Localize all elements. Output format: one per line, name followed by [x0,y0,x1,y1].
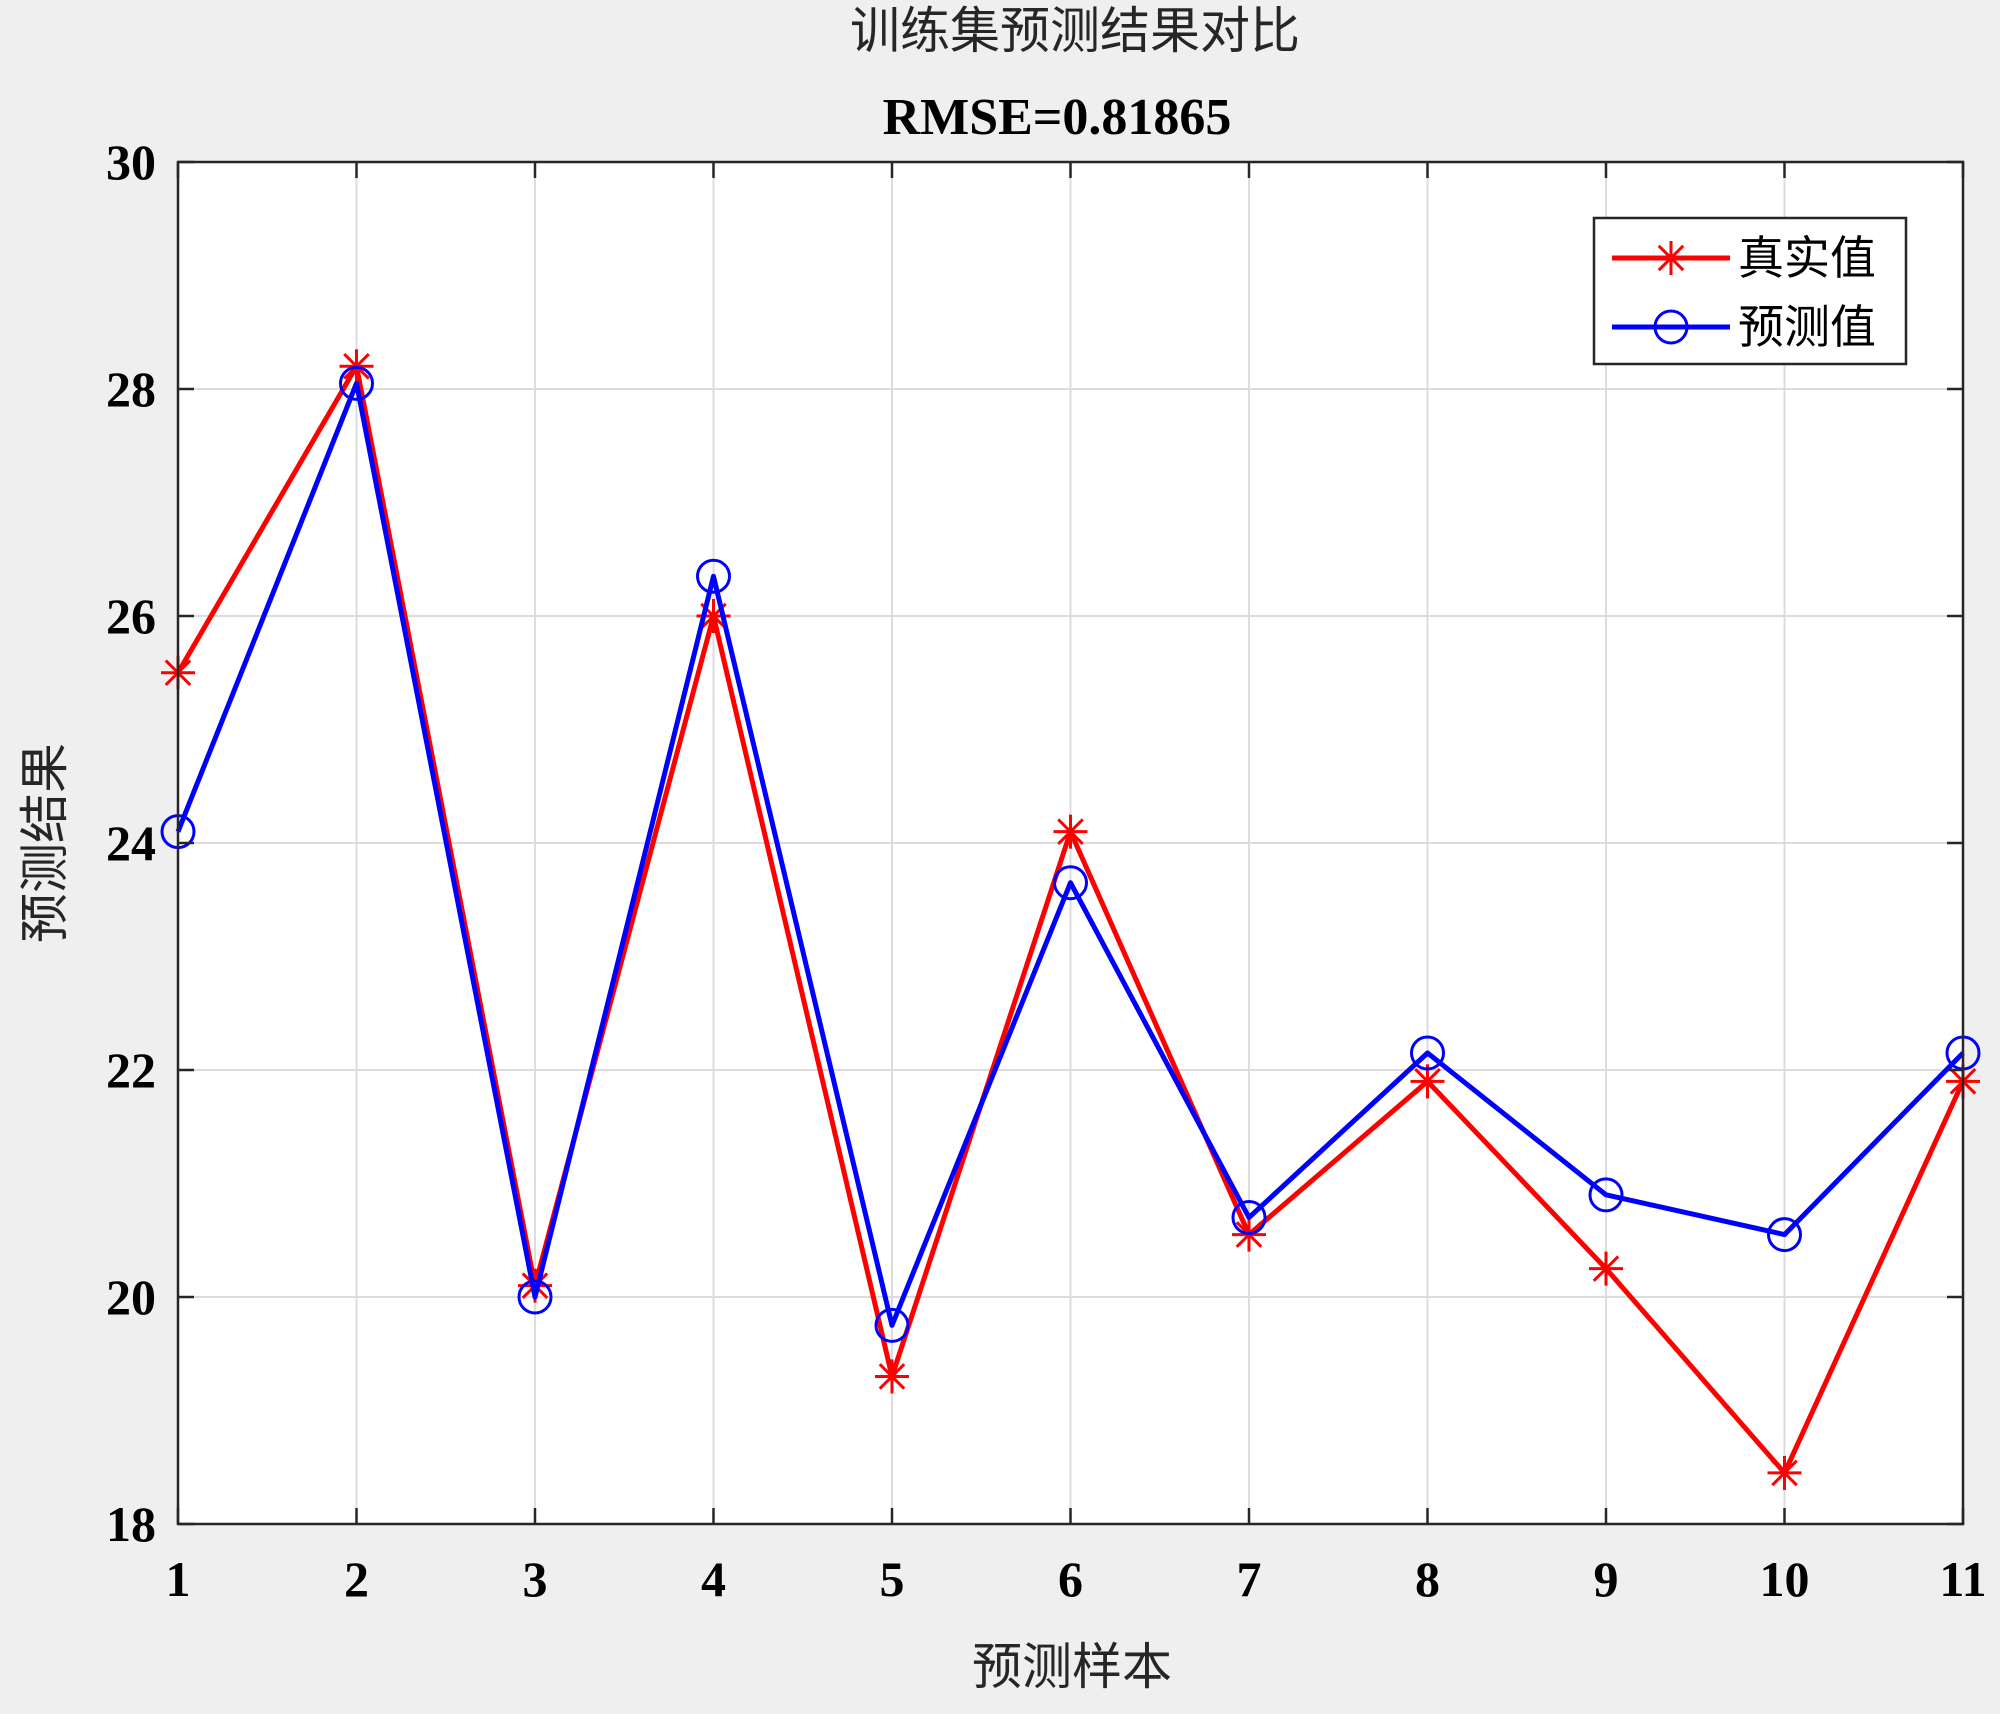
data-point-actual [1589,1251,1623,1286]
x-tick-label: 8 [1415,1551,1440,1607]
x-tick-label: 11 [1939,1551,1986,1607]
x-tick-label: 3 [523,1551,548,1607]
y-tick-label: 18 [106,1496,156,1552]
x-tick-label: 1 [166,1551,191,1607]
y-tick-label: 20 [106,1269,156,1325]
y-tick-label: 22 [106,1042,156,1098]
y-tick-label: 30 [106,134,156,190]
grid [178,162,1963,1524]
ticks: 1 2 3 4 5 6 7 8 9 10 11 18 20 22 24 26 28 30 [106,134,1987,1607]
asterisk-stroke [1592,1255,1620,1282]
data-point-predicted [1767,1217,1802,1253]
legend-label-actual: 真实值 [1738,231,1876,285]
y-tick-label: 26 [106,588,156,644]
data-point-predicted [1588,1177,1624,1213]
x-axis-label: 预测样本 [972,1638,1172,1696]
legend-asterisk-icon [1654,241,1688,275]
data-point-predicted [1053,865,1088,901]
series-layer [160,349,1981,1490]
asterisk-stroke [1414,1068,1441,1095]
x-tick-label: 4 [701,1551,726,1607]
legend-marker-actual [1654,241,1688,275]
data-point-predicted [696,558,731,594]
legend: 真实值 预测值 [1592,216,1908,366]
x-tick-label: 9 [1594,1551,1619,1607]
asterisk-stroke [1771,1459,1798,1487]
x-tick-label: 2 [344,1551,369,1607]
data-point-predicted [874,1307,910,1343]
data-point-predicted [339,365,374,401]
legend-entry-predicted: 预测值 [1612,300,1876,354]
x-tick-label: 5 [880,1551,905,1607]
x-tick-label: 6 [1058,1551,1083,1607]
legend-marker-predicted [1653,309,1689,345]
data-point-predicted [517,1279,553,1315]
legend-label-predicted: 预测值 [1738,300,1876,354]
data-point-actual [1767,1455,1802,1490]
asterisk-stroke [1057,818,1084,845]
series-line-predicted [175,380,1965,1328]
data-point-predicted [1410,1035,1445,1071]
chart-subtitle: RMSE=0.81865 [883,89,1232,146]
chart-title: 训练集预测结果对比 [850,2,1300,60]
x-tick-label: 10 [1760,1551,1810,1607]
legend-entry-actual: 真实值 [1612,231,1876,285]
y-axis-label: 预测结果 [16,743,74,943]
x-tick-label: 7 [1237,1551,1262,1607]
y-tick-label: 24 [106,815,156,871]
legend-circle-icon [1653,309,1689,345]
y-tick-label: 28 [106,361,156,417]
legend-box [1592,216,1908,366]
data-point-actual [1053,814,1088,849]
data-point-predicted [1231,1200,1267,1236]
asterisk-stroke [878,1363,906,1390]
asterisk-stroke [1657,244,1685,272]
data-point-actual [875,1359,909,1394]
